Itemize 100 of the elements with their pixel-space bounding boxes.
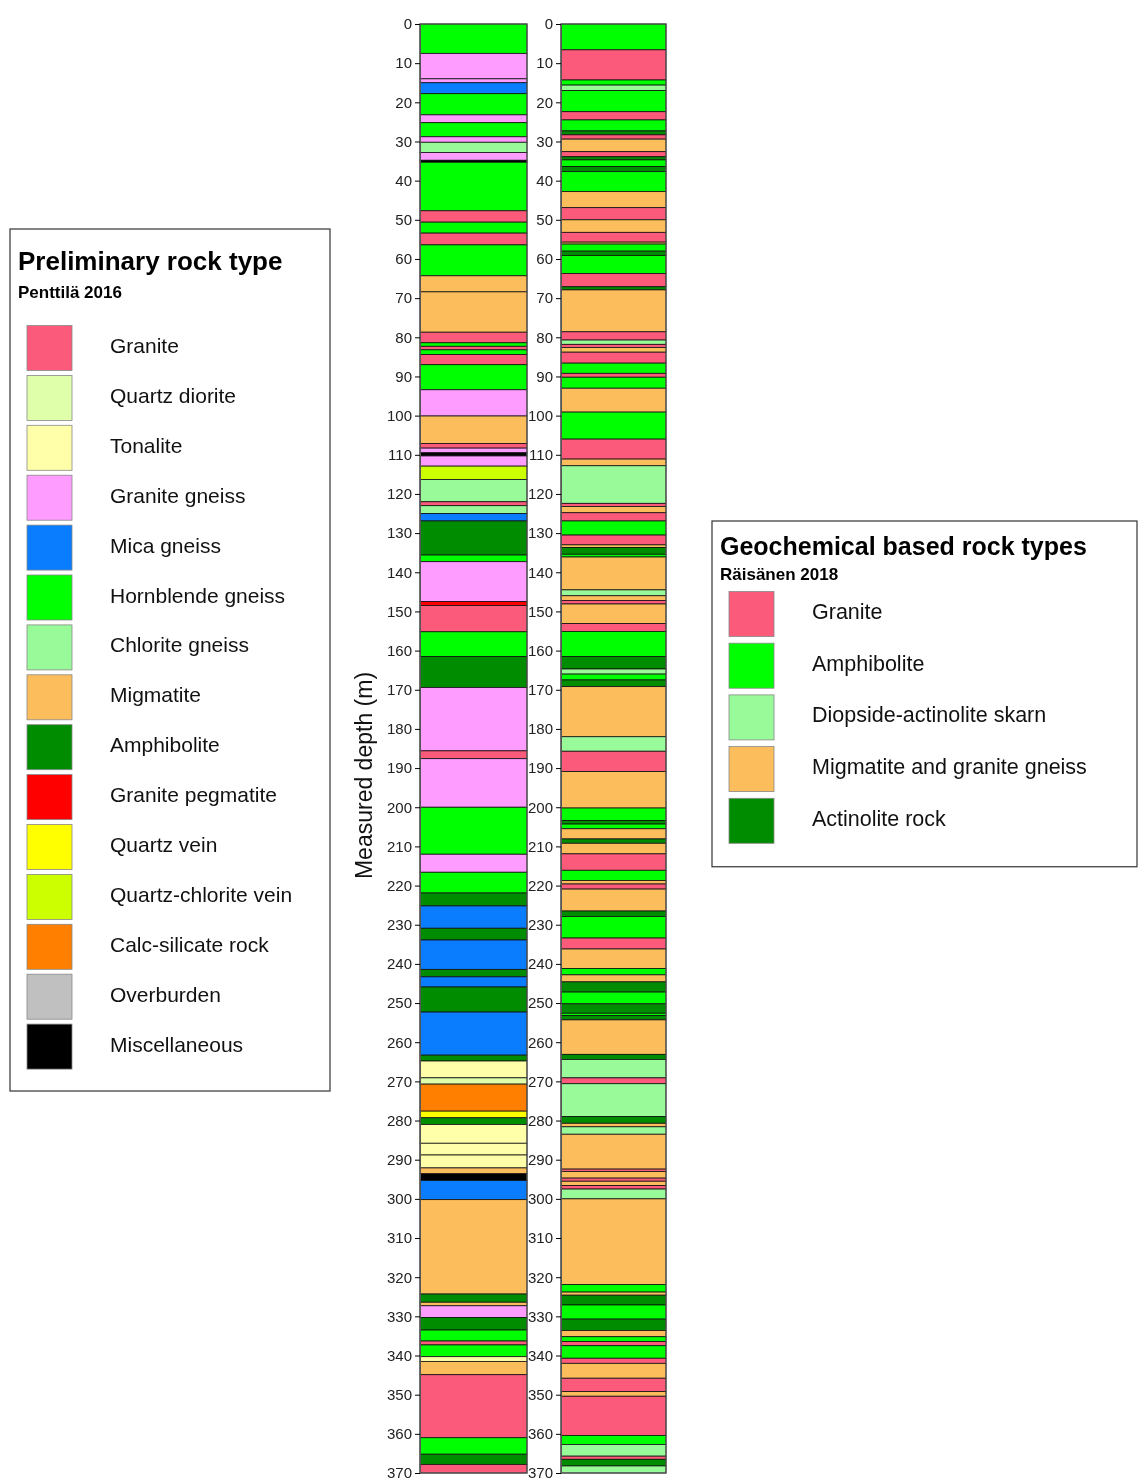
y-tick-label: 30 (536, 132, 553, 150)
y-tick-label: 140 (527, 563, 553, 581)
y-tick-label: 70 (536, 289, 553, 307)
y-tick-label: 70 (395, 289, 412, 307)
legend-label: Granite gneiss (110, 483, 246, 507)
y-tick-label: 210 (386, 837, 412, 855)
y-tick-label: 330 (527, 1307, 553, 1325)
legend-label: Granite (110, 334, 179, 357)
y-tick-label: 120 (527, 485, 553, 503)
y-tick-label: 260 (527, 1033, 553, 1051)
y-tick-label: 250 (527, 994, 553, 1012)
y-tick-label: 100 (527, 406, 553, 424)
y-tick-label: 30 (395, 132, 412, 150)
legend-label: Overburden (110, 982, 221, 1006)
y-tick-label: 310 (386, 1229, 412, 1247)
y-tick-label: 290 (527, 1151, 553, 1168)
legend-label: Granite (812, 600, 883, 624)
y-tick-label: 360 (386, 1425, 412, 1443)
y-tick-label: 320 (527, 1268, 553, 1286)
legend-label: Granite pegmatite (110, 783, 277, 807)
legend-label: Actinolite rock (812, 806, 947, 831)
y-tick-label: 150 (386, 602, 412, 620)
y-tick-label: 170 (386, 681, 412, 699)
y-tick-label: 10 (536, 54, 553, 72)
y-tick-label: 300 (386, 1190, 412, 1208)
y-tick-label: 60 (536, 250, 553, 268)
y-tick-label: 40 (536, 171, 553, 189)
legend-label: Miscellaneous (110, 1032, 244, 1056)
y-tick-label: 370 (386, 1464, 412, 1482)
y-tick-label: 230 (527, 916, 553, 934)
legend-label: Quartz-chlorite vein (110, 882, 293, 906)
y-tick-label: 20 (395, 93, 412, 111)
y-tick-label: 220 (527, 876, 553, 894)
y-tick-label: 200 (527, 798, 553, 816)
y-tick-label: 370 (527, 1464, 553, 1482)
y-tick-label: 230 (386, 916, 412, 934)
y-tick-label: 180 (386, 720, 412, 738)
y-tick-label: 0 (544, 15, 553, 33)
text: Räisänen 2018 (720, 565, 839, 584)
y-tick-label: 240 (386, 955, 412, 973)
y-tick-label: 350 (386, 1385, 412, 1403)
legend-label: Mica gneiss (110, 533, 221, 557)
y-tick-label: 300 (527, 1190, 553, 1208)
legend-label: Tonalite (110, 433, 183, 457)
legend-label: Amphibolite (110, 733, 220, 757)
y-tick-label: 0 (403, 15, 412, 33)
legend-label: Migmatite (110, 683, 202, 707)
y-tick-label: 210 (527, 837, 553, 855)
y-tick-label: 20 (536, 93, 553, 111)
y-tick-label: 110 (388, 446, 412, 464)
y-tick-label: 110 (529, 446, 553, 464)
legend-label: Quartz vein (110, 833, 218, 856)
y-axis-title: Measured depth (m) (351, 671, 377, 880)
y-tick-label: 10 (395, 54, 412, 72)
y-tick-label: 130 (527, 524, 553, 542)
y-tick-label: 260 (386, 1033, 412, 1051)
legend-label: Amphibolite (812, 651, 925, 676)
y-tick-label: 330 (386, 1307, 412, 1325)
legend-title: Geochemical based rock types (720, 532, 1087, 560)
y-tick-label: 60 (395, 250, 412, 268)
y-tick-label: 310 (527, 1229, 553, 1247)
y-tick-label: 130 (386, 524, 412, 542)
legend-label: Migmatite and granite gneiss (812, 755, 1087, 780)
y-tick-label: 100 (386, 406, 412, 424)
y-tick-label: 150 (527, 602, 553, 620)
y-tick-label: 340 (386, 1346, 412, 1364)
y-tick-label: 170 (527, 681, 553, 699)
legend-label: Diopside-actinolite skarn (812, 703, 1047, 728)
y-tick-label: 280 (527, 1111, 553, 1129)
y-tick-label: 290 (386, 1151, 412, 1168)
y-tick-label: 270 (386, 1072, 412, 1090)
y-tick-label: 280 (386, 1111, 412, 1129)
legend-title: Preliminary rock type (18, 246, 283, 276)
y-tick-label: 90 (395, 367, 412, 385)
y-tick-label: 190 (386, 759, 412, 777)
y-tick-label: 240 (527, 955, 553, 973)
y-tick-label: 220 (386, 876, 412, 894)
legend-label: Hornblende gneiss (110, 583, 286, 607)
y-tick-label: 340 (527, 1346, 553, 1364)
legend-label: Calc-silicate rock (110, 932, 270, 956)
y-tick-label: 190 (527, 759, 553, 777)
y-tick-label: 50 (536, 211, 553, 229)
y-tick-label: 50 (395, 211, 412, 229)
y-tick-label: 250 (386, 994, 412, 1012)
y-tick-label: 160 (386, 641, 412, 659)
y-tick-label: 350 (527, 1385, 553, 1403)
y-tick-label: 80 (536, 328, 553, 346)
y-tick-label: 120 (386, 485, 412, 503)
legend-label: Quartz diorite (110, 383, 237, 407)
legend-label: Chlorite gneiss (110, 633, 249, 657)
y-tick-label: 80 (395, 328, 412, 346)
y-tick-label: 180 (527, 720, 553, 738)
y-tick-label: 90 (536, 367, 553, 385)
y-tick-label: 140 (386, 563, 412, 581)
y-tick-label: 160 (527, 641, 553, 659)
text: Penttilä 2016 (18, 283, 122, 302)
y-tick-label: 360 (527, 1425, 553, 1443)
y-tick-label: 320 (386, 1268, 412, 1286)
y-tick-label: 40 (395, 171, 412, 189)
y-tick-label: 270 (527, 1072, 553, 1090)
